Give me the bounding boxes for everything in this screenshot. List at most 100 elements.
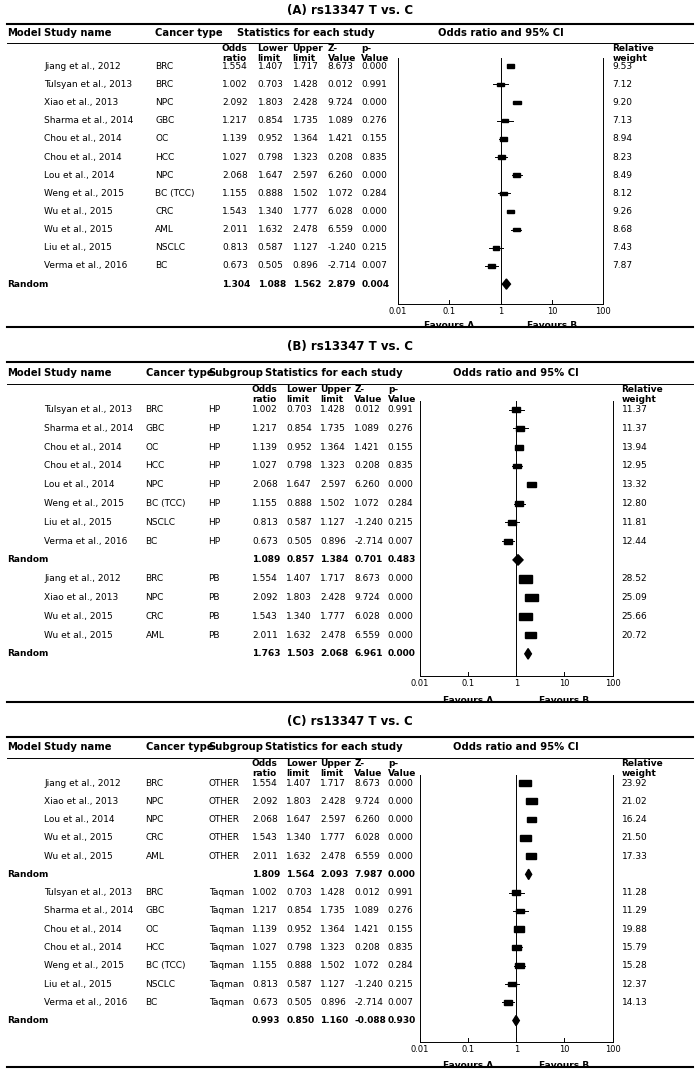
- Text: 2.068: 2.068: [252, 480, 278, 489]
- Text: HP: HP: [209, 499, 220, 508]
- Text: 1.647: 1.647: [286, 480, 312, 489]
- Text: 1.428: 1.428: [320, 888, 346, 897]
- Text: 1.217: 1.217: [252, 424, 278, 433]
- Text: 1.072: 1.072: [354, 499, 380, 508]
- Text: 0.284: 0.284: [361, 188, 387, 198]
- Text: 6.559: 6.559: [328, 225, 354, 235]
- Text: GBC: GBC: [146, 906, 165, 916]
- Text: 0.284: 0.284: [388, 962, 414, 970]
- Text: 1.554: 1.554: [252, 779, 278, 787]
- Bar: [514, 926, 524, 932]
- Text: CRC: CRC: [146, 612, 164, 621]
- Text: 7.12: 7.12: [612, 80, 633, 89]
- Text: 21.50: 21.50: [622, 833, 648, 842]
- Text: 16.24: 16.24: [622, 815, 648, 824]
- Text: 1.160: 1.160: [320, 1016, 348, 1025]
- Bar: [512, 228, 519, 231]
- Text: 0.1: 0.1: [442, 306, 456, 316]
- Text: 1.502: 1.502: [320, 962, 346, 970]
- Text: NPC: NPC: [146, 480, 164, 489]
- Text: 1.072: 1.072: [354, 962, 380, 970]
- Text: 1.139: 1.139: [252, 442, 278, 452]
- Text: Favours B: Favours B: [539, 695, 589, 705]
- Text: 7.43: 7.43: [612, 243, 633, 253]
- Text: 0.896: 0.896: [320, 998, 346, 1007]
- Text: -1.240: -1.240: [354, 980, 383, 989]
- Text: 0.000: 0.000: [388, 833, 414, 842]
- Text: 0.896: 0.896: [293, 261, 318, 271]
- Text: 0.007: 0.007: [361, 261, 387, 271]
- Text: Statistics for each study: Statistics for each study: [237, 28, 374, 39]
- Text: PB: PB: [209, 612, 220, 621]
- Text: 14.13: 14.13: [622, 998, 648, 1007]
- Text: Upper
limit: Upper limit: [320, 386, 351, 405]
- Text: 2.092: 2.092: [252, 797, 278, 805]
- Text: 1.127: 1.127: [320, 518, 346, 527]
- Bar: [513, 101, 521, 105]
- Text: Taqman: Taqman: [209, 942, 244, 952]
- Text: Cancer type: Cancer type: [146, 367, 214, 378]
- Text: 1.543: 1.543: [222, 207, 248, 216]
- Text: 0.004: 0.004: [361, 280, 389, 288]
- Text: 1.155: 1.155: [222, 188, 248, 198]
- Text: 1.777: 1.777: [320, 612, 346, 621]
- Bar: [517, 908, 524, 914]
- Text: 1.763: 1.763: [252, 649, 281, 659]
- Text: 23.92: 23.92: [622, 779, 648, 787]
- Text: 7.987: 7.987: [354, 870, 383, 879]
- Text: 0.208: 0.208: [354, 942, 380, 952]
- Text: Chou et al., 2014: Chou et al., 2014: [44, 152, 122, 162]
- Text: 0.991: 0.991: [388, 405, 414, 414]
- Text: 1.632: 1.632: [258, 225, 284, 235]
- Text: 2.093: 2.093: [320, 870, 349, 879]
- Text: 0.215: 0.215: [388, 518, 414, 527]
- Text: 0.000: 0.000: [388, 779, 414, 787]
- Text: Taqman: Taqman: [209, 980, 244, 989]
- Text: Chou et al., 2014: Chou et al., 2014: [44, 134, 122, 144]
- Text: PB: PB: [209, 631, 220, 639]
- Text: 1.155: 1.155: [252, 499, 278, 508]
- Text: 1.027: 1.027: [252, 942, 278, 952]
- Text: 0.798: 0.798: [258, 152, 284, 162]
- Text: 1.554: 1.554: [222, 62, 248, 71]
- Text: HCC: HCC: [146, 462, 165, 470]
- Text: 8.49: 8.49: [612, 170, 633, 180]
- Bar: [519, 613, 531, 620]
- Text: 0.01: 0.01: [411, 1045, 429, 1054]
- Text: 6.559: 6.559: [354, 631, 380, 639]
- Text: 12.37: 12.37: [622, 980, 648, 989]
- Text: BRC: BRC: [146, 888, 164, 897]
- Text: 0.155: 0.155: [388, 442, 414, 452]
- Bar: [512, 464, 521, 468]
- Text: 1.428: 1.428: [293, 80, 318, 89]
- Text: 0.673: 0.673: [252, 537, 278, 545]
- Text: BC (TCC): BC (TCC): [155, 188, 195, 198]
- Text: 1.340: 1.340: [286, 612, 312, 621]
- Text: 6.260: 6.260: [354, 815, 380, 824]
- Text: 2.092: 2.092: [222, 99, 248, 107]
- Text: 0.215: 0.215: [361, 243, 387, 253]
- Text: 0.952: 0.952: [286, 442, 312, 452]
- Text: 0.703: 0.703: [286, 888, 312, 897]
- Text: 2.068: 2.068: [252, 815, 278, 824]
- Text: Lower
limit: Lower limit: [286, 759, 317, 779]
- Text: 11.37: 11.37: [622, 405, 648, 414]
- Text: BC: BC: [146, 537, 158, 545]
- Text: -1.240: -1.240: [354, 518, 383, 527]
- Text: 1.127: 1.127: [320, 980, 346, 989]
- Text: 6.028: 6.028: [328, 207, 354, 216]
- Text: 0.835: 0.835: [388, 462, 414, 470]
- Text: 100: 100: [596, 306, 611, 316]
- Bar: [498, 155, 505, 159]
- Text: 2.597: 2.597: [320, 480, 346, 489]
- Text: 0.01: 0.01: [389, 306, 407, 316]
- Bar: [519, 575, 532, 583]
- Text: 0.01: 0.01: [411, 679, 429, 688]
- Text: Upper
limit: Upper limit: [320, 759, 351, 779]
- Text: 6.260: 6.260: [328, 170, 354, 180]
- Text: 9.26: 9.26: [612, 207, 633, 216]
- Text: 1.089: 1.089: [354, 906, 380, 916]
- Text: 15.28: 15.28: [622, 962, 648, 970]
- Text: Cancer type: Cancer type: [155, 28, 223, 39]
- Text: 0.215: 0.215: [388, 980, 414, 989]
